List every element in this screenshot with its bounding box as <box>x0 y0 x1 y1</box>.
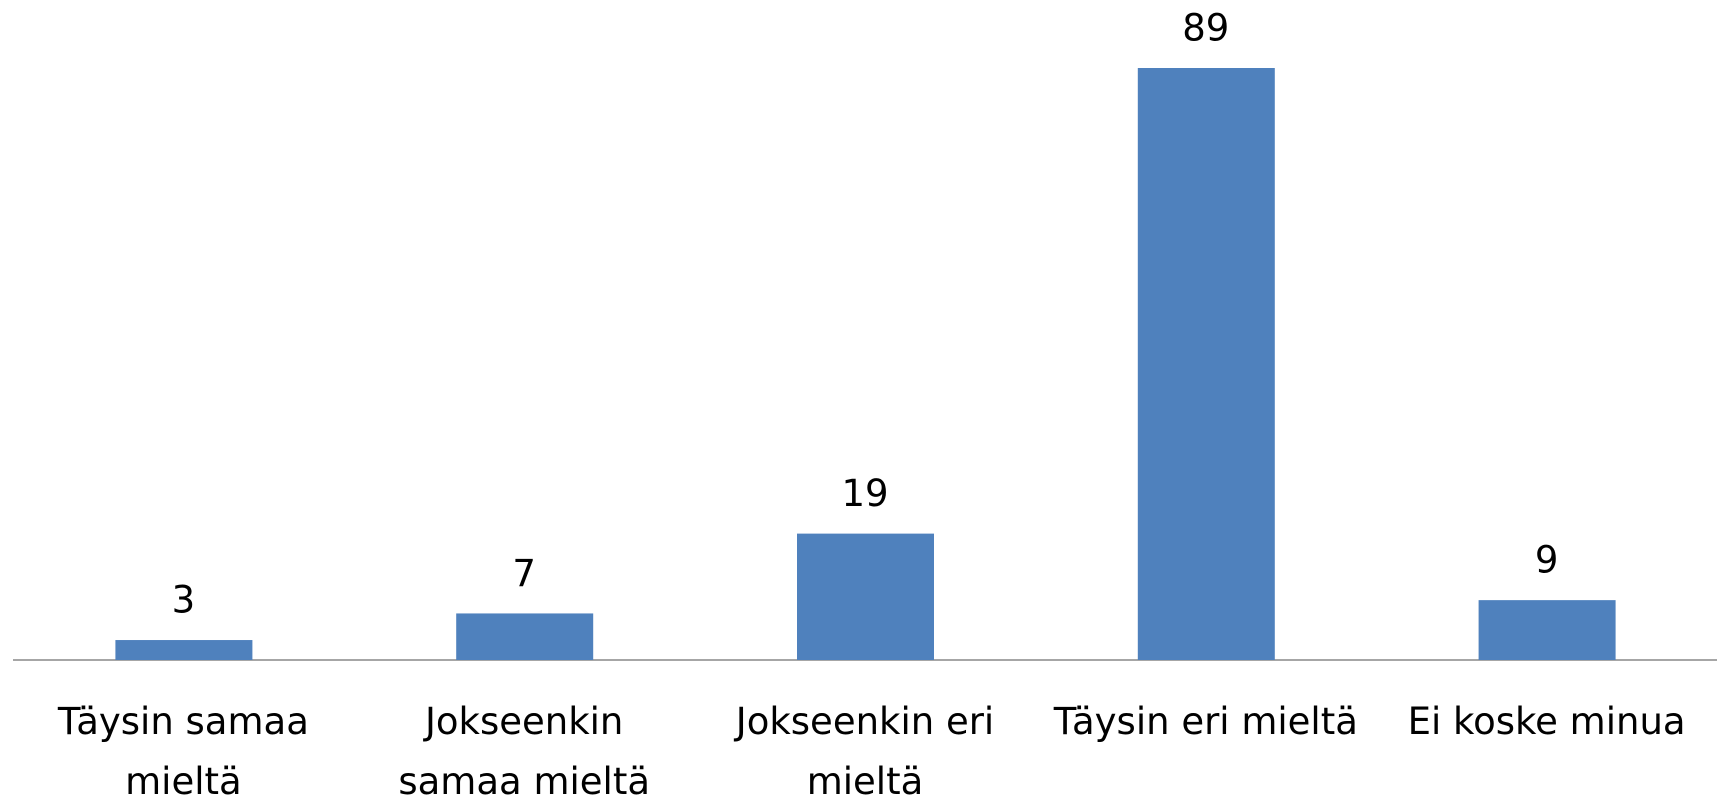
data-label: 7 <box>512 552 536 595</box>
data-label: 9 <box>1535 539 1559 582</box>
bar <box>797 533 934 660</box>
bar <box>115 640 253 660</box>
bar <box>1478 600 1616 660</box>
bar <box>1137 68 1275 660</box>
x-tick-label: Jokseenkin samaa mieltä <box>398 700 650 803</box>
x-tick-label: Täysin eri mieltä <box>1053 700 1358 743</box>
x-tick-label: Ei koske minua <box>1408 700 1686 743</box>
bar <box>456 613 594 660</box>
x-tick-label: Jokseenkin eri mieltä <box>734 700 994 803</box>
x-tick-label: Täysin samaa mieltä <box>57 700 309 803</box>
data-label: 19 <box>841 472 888 515</box>
data-label: 3 <box>172 579 196 622</box>
data-label: 89 <box>1182 7 1229 50</box>
